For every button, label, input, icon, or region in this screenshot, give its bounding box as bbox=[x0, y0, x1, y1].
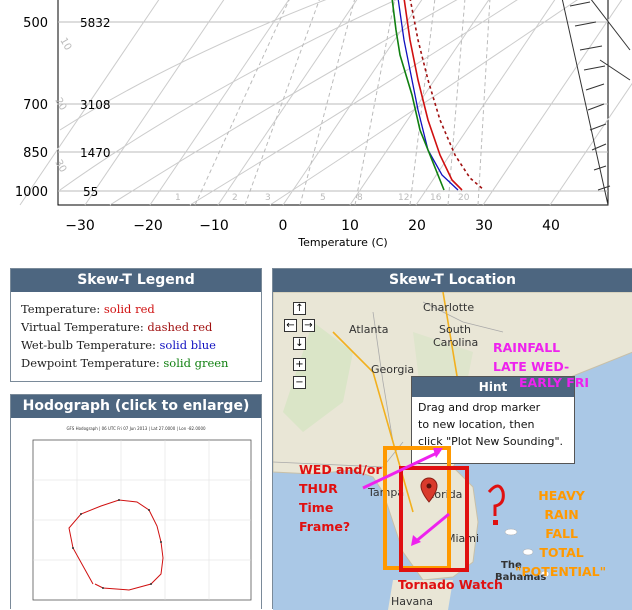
tornado-watch-annotation: Tornado Watch bbox=[398, 577, 503, 592]
height-label: 1470 bbox=[80, 146, 111, 160]
pan-left-button[interactable]: ← bbox=[284, 319, 297, 332]
svg-text:12: 12 bbox=[398, 193, 409, 203]
temp-tick: 0 bbox=[279, 218, 288, 234]
svg-text:30: 30 bbox=[52, 158, 68, 175]
temp-tick: −30 bbox=[65, 218, 95, 234]
place-the: The bbox=[501, 560, 522, 571]
place-georgia: Georgia bbox=[371, 363, 415, 376]
mixing-ratio-lines bbox=[194, 0, 491, 206]
temp-tick: −20 bbox=[133, 218, 163, 234]
isotherm-labels: 10 20 30 bbox=[52, 36, 73, 175]
place-bahamas: Bahamas bbox=[495, 572, 547, 583]
pressure-label: 500 bbox=[23, 16, 48, 31]
place-carolina: Carolina bbox=[433, 336, 479, 349]
skewt-location-panel: Skew-T Location ↑ ← → ↓ + − bbox=[272, 268, 632, 610]
place-miami: Miami bbox=[446, 532, 480, 545]
legend-row-temperature: Temperature: solid red bbox=[21, 302, 155, 316]
islands bbox=[504, 528, 550, 578]
zoom-out-button[interactable]: − bbox=[293, 376, 306, 389]
legend-row-virtual-temperature: Virtual Temperature: dashed red bbox=[21, 320, 213, 334]
mixing-ratio-labels: 1 2 3 5 8 12 16 20 bbox=[175, 193, 470, 203]
hodograph-image[interactable]: GFS Hodograph | 06 UTC Fri 07 Jun 2013 |… bbox=[11, 418, 261, 610]
height-label: 5832 bbox=[80, 16, 111, 30]
green-area bbox=[283, 322, 353, 432]
temp-tick: 40 bbox=[542, 218, 560, 234]
isobars bbox=[58, 21, 608, 192]
skewt-legend-panel: Skew-T Legend Temperature: solid red Vir… bbox=[10, 268, 262, 382]
heavy-rain-annotation: HEAVY RAIN FALL TOTAL "POTENTIAL" bbox=[515, 488, 607, 579]
hint-title: Hint bbox=[412, 377, 574, 397]
place-charlotte: Charlotte bbox=[423, 301, 475, 314]
wetbulb-profile bbox=[397, 0, 459, 191]
location-title: Skew-T Location bbox=[273, 269, 632, 292]
virtual-temperature-profile bbox=[409, 0, 485, 191]
cuba-land bbox=[388, 580, 453, 610]
svg-text:2: 2 bbox=[232, 193, 238, 203]
temperature-profile bbox=[403, 0, 463, 191]
hodograph-trace bbox=[68, 499, 164, 591]
svg-text:5: 5 bbox=[320, 193, 326, 203]
legend-body: Temperature: solid red Virtual Temperatu… bbox=[11, 292, 261, 372]
legend-row-dewpoint: Dewpoint Temperature: solid green bbox=[21, 356, 229, 370]
temp-tick: 30 bbox=[475, 218, 493, 234]
timeframe-annotation: WED and/or THUR Time Frame? bbox=[299, 462, 382, 534]
dry-adiabats bbox=[59, 0, 578, 206]
hint-body: Drag and drop marker to new location, th… bbox=[418, 401, 564, 448]
svg-text:1: 1 bbox=[175, 193, 181, 203]
temperature-ticks: −30 −20 −10 0 10 20 30 40 bbox=[65, 218, 560, 234]
svg-text:16: 16 bbox=[430, 193, 442, 203]
pan-right-button[interactable]: → bbox=[302, 319, 315, 332]
dewpoint-profile bbox=[391, 0, 445, 191]
hodograph-header: GFS Hodograph | 06 UTC Fri 07 Jun 2013 |… bbox=[66, 426, 206, 431]
height-labels: 5832 3108 1470 55 bbox=[80, 16, 111, 199]
pressure-labels: 500 700 850 1000 bbox=[15, 16, 48, 200]
hodograph-title: Hodograph (click to enlarge) bbox=[11, 395, 261, 418]
legend-row-wetbulb: Wet-bulb Temperature: solid blue bbox=[21, 338, 216, 352]
temperature-axis-label: Temperature (C) bbox=[297, 236, 387, 249]
skewt-plot: 10 20 30 1 2 3 5 8 12 16 20 500 700 850 bbox=[15, 0, 632, 249]
temp-tick: −10 bbox=[199, 218, 229, 234]
pressure-label: 850 bbox=[23, 146, 48, 161]
zoom-in-button[interactable]: + bbox=[293, 358, 306, 371]
svg-text:20: 20 bbox=[52, 96, 68, 113]
pressure-label: 1000 bbox=[15, 185, 48, 200]
temp-tick: 20 bbox=[408, 218, 426, 234]
place-atlanta: Atlanta bbox=[349, 323, 389, 336]
pan-up-button[interactable]: ↑ bbox=[293, 302, 306, 315]
hodograph-grid bbox=[33, 440, 251, 600]
plot-frame bbox=[57, 0, 609, 206]
hodograph-points bbox=[72, 499, 162, 589]
place-south: South bbox=[439, 323, 471, 336]
pan-down-button[interactable]: ↓ bbox=[293, 337, 306, 350]
draggable-location-marker[interactable] bbox=[415, 478, 443, 506]
place-havana: Havana bbox=[391, 595, 433, 608]
height-label: 3108 bbox=[80, 98, 111, 112]
svg-text:20: 20 bbox=[458, 193, 470, 203]
rainfall-annotation: RAINFALL LATE WED- EARLY FRI bbox=[493, 340, 590, 390]
temp-tick: 10 bbox=[341, 218, 359, 234]
svg-text:10: 10 bbox=[57, 36, 73, 53]
wind-barbs bbox=[561, 0, 631, 206]
location-map[interactable]: ↑ ← → ↓ + − Charlotte Atlanta South Caro… bbox=[273, 292, 632, 610]
isotherms bbox=[19, 0, 632, 206]
svg-text:8: 8 bbox=[357, 193, 363, 203]
hodograph-panel[interactable]: Hodograph (click to enlarge) GFS Hodogra… bbox=[10, 394, 262, 609]
pressure-label: 700 bbox=[23, 98, 48, 113]
legend-title: Skew-T Legend bbox=[11, 269, 261, 292]
svg-text:3: 3 bbox=[265, 193, 271, 203]
height-label: 55 bbox=[83, 185, 98, 199]
